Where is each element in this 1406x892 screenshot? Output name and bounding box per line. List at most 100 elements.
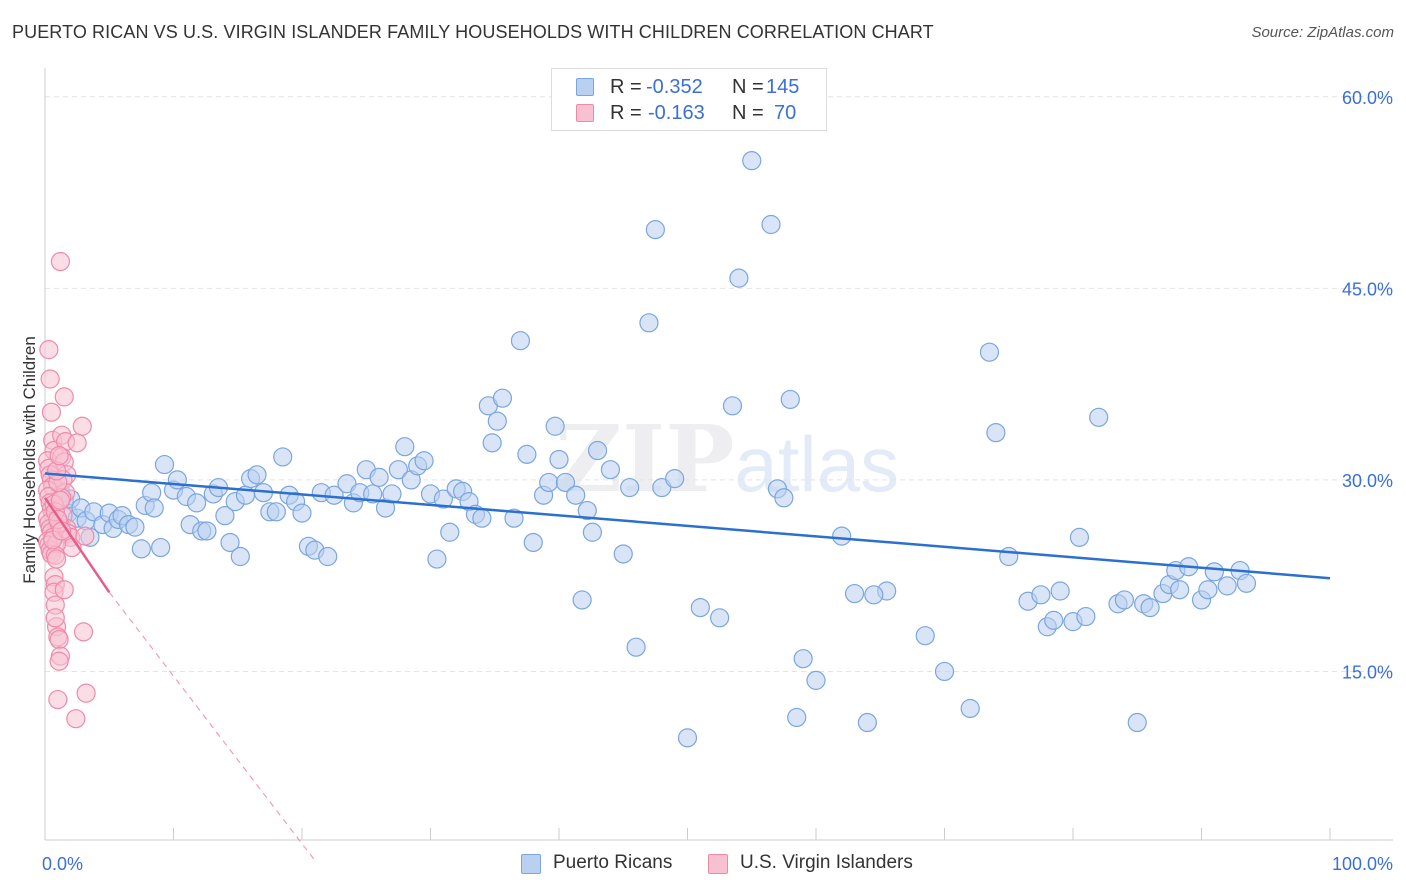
- virgin-islander-point: [73, 622, 94, 642]
- puerto-rican-point: [690, 597, 710, 618]
- stats-swatch-pink: [576, 104, 594, 122]
- puerto-rican-point: [999, 546, 1019, 567]
- puerto-rican-point: [857, 712, 878, 733]
- puerto-rican-point: [1217, 576, 1237, 596]
- puerto-rican-point: [472, 508, 492, 528]
- puerto-rican-point: [292, 503, 312, 523]
- puerto-rican-point: [482, 433, 502, 453]
- puerto-rican-point: [665, 469, 685, 489]
- puerto-rican-point: [197, 521, 217, 541]
- legend-swatch-pink: [708, 854, 728, 874]
- puerto-rican-point: [742, 151, 762, 171]
- virgin-islander-point: [45, 608, 65, 628]
- virgin-islander-point: [76, 683, 96, 703]
- r-label: R =: [610, 76, 642, 98]
- puerto-rican-point: [388, 460, 408, 480]
- n-value: 145: [766, 76, 800, 98]
- chart-legend: Puerto Ricans U.S. Virgin Islanders: [0, 852, 1406, 878]
- legend-label: Puerto Ricans: [553, 852, 673, 873]
- virgin-islander-point: [72, 416, 92, 436]
- puerto-rican-point: [220, 532, 240, 553]
- n-label: N =: [732, 102, 764, 124]
- watermark-atlas: atlas: [734, 420, 900, 508]
- puerto-rican-point: [677, 728, 698, 748]
- puerto-rican-point: [915, 626, 935, 646]
- puerto-rican-point: [125, 517, 145, 537]
- puerto-rican-point: [934, 661, 955, 682]
- virgin-islander-point: [49, 446, 69, 466]
- puerto-rican-point: [986, 423, 1006, 443]
- puerto-rican-point: [549, 449, 569, 470]
- puerto-rican-point: [960, 698, 980, 719]
- puerto-rican-point: [440, 522, 460, 542]
- virgin-islander-point: [39, 340, 59, 360]
- puerto-rican-point: [1236, 573, 1257, 593]
- puerto-rican-point: [613, 544, 633, 564]
- r-value: -0.163: [648, 102, 705, 124]
- puerto-rican-point: [793, 649, 813, 669]
- puerto-rican-point: [1204, 562, 1224, 582]
- puerto-rican-point: [577, 500, 597, 521]
- x-tick-label: 0.0%: [42, 854, 83, 874]
- virgin-islander-point: [50, 490, 71, 510]
- puerto-rican-point: [780, 389, 800, 410]
- stats-swatch-blue: [576, 78, 594, 96]
- puerto-rican-point: [510, 331, 531, 351]
- puerto-rican-point: [266, 502, 286, 522]
- virgin-islander-point: [48, 689, 68, 710]
- legend-label: U.S. Virgin Islanders: [740, 852, 913, 873]
- puerto-rican-point: [523, 532, 543, 553]
- puerto-rican-point: [1198, 580, 1218, 600]
- puerto-rican-point: [832, 526, 852, 546]
- puerto-rican-point: [1140, 597, 1160, 618]
- puerto-rican-point: [729, 268, 749, 288]
- virgin-islander-point: [49, 629, 69, 650]
- x-tick-label: 100.0%: [1332, 854, 1393, 874]
- virgin-islander-point: [41, 402, 62, 422]
- puerto-rican-point: [1031, 585, 1051, 605]
- puerto-rican-point: [710, 608, 730, 628]
- legend-swatch-blue: [521, 854, 541, 874]
- virgin-islander-point: [40, 369, 60, 389]
- virgin-islander-point: [54, 387, 74, 407]
- puerto-rican-point: [774, 488, 794, 508]
- y-axis-label: Family Households with Children: [20, 336, 39, 584]
- puerto-rican-point: [273, 447, 293, 467]
- chart-title: PUERTO RICAN VS U.S. VIRGIN ISLANDER FAM…: [12, 22, 934, 42]
- virgin-islander-point: [67, 433, 87, 453]
- puerto-rican-point: [1076, 606, 1096, 627]
- puerto-rican-point: [487, 411, 507, 431]
- source-label: Source: ZipAtlas.com: [1251, 24, 1394, 41]
- puerto-rican-trendline: [44, 472, 1331, 580]
- virgin-islander-point: [66, 709, 86, 729]
- puerto-rican-point: [504, 508, 524, 528]
- puerto-rican-point: [433, 489, 453, 509]
- puerto-rican-point: [154, 454, 175, 475]
- puerto-rican-point: [806, 670, 826, 690]
- y-tick-label: 15.0%: [1342, 662, 1393, 682]
- puerto-rican-point: [844, 583, 865, 604]
- puerto-rican-point: [247, 465, 267, 485]
- puerto-rican-point: [187, 493, 207, 513]
- puerto-rican-point: [151, 537, 171, 558]
- puerto-rican-point: [1127, 712, 1147, 733]
- puerto-rican-point: [1170, 580, 1190, 600]
- n-label: N =: [732, 76, 764, 98]
- puerto-rican-point: [787, 707, 807, 728]
- virgin-islander-point: [54, 580, 74, 600]
- puerto-rican-point: [979, 342, 1000, 362]
- puerto-rican-point: [167, 470, 187, 490]
- puerto-rican-point: [639, 313, 659, 333]
- puerto-rican-point: [1050, 581, 1070, 601]
- puerto-rican-point: [545, 416, 565, 436]
- puerto-rican-point: [1044, 610, 1064, 630]
- virgin-islander-trendline-extension: [108, 591, 316, 861]
- virgin-islander-trendline: [43, 497, 111, 593]
- puerto-rican-point: [1114, 590, 1135, 610]
- puerto-rican-point: [600, 460, 621, 480]
- puerto-rican-point: [645, 220, 665, 240]
- puerto-rican-point: [363, 484, 383, 504]
- r-label: R =: [610, 102, 642, 124]
- virgin-islander-point: [75, 526, 95, 546]
